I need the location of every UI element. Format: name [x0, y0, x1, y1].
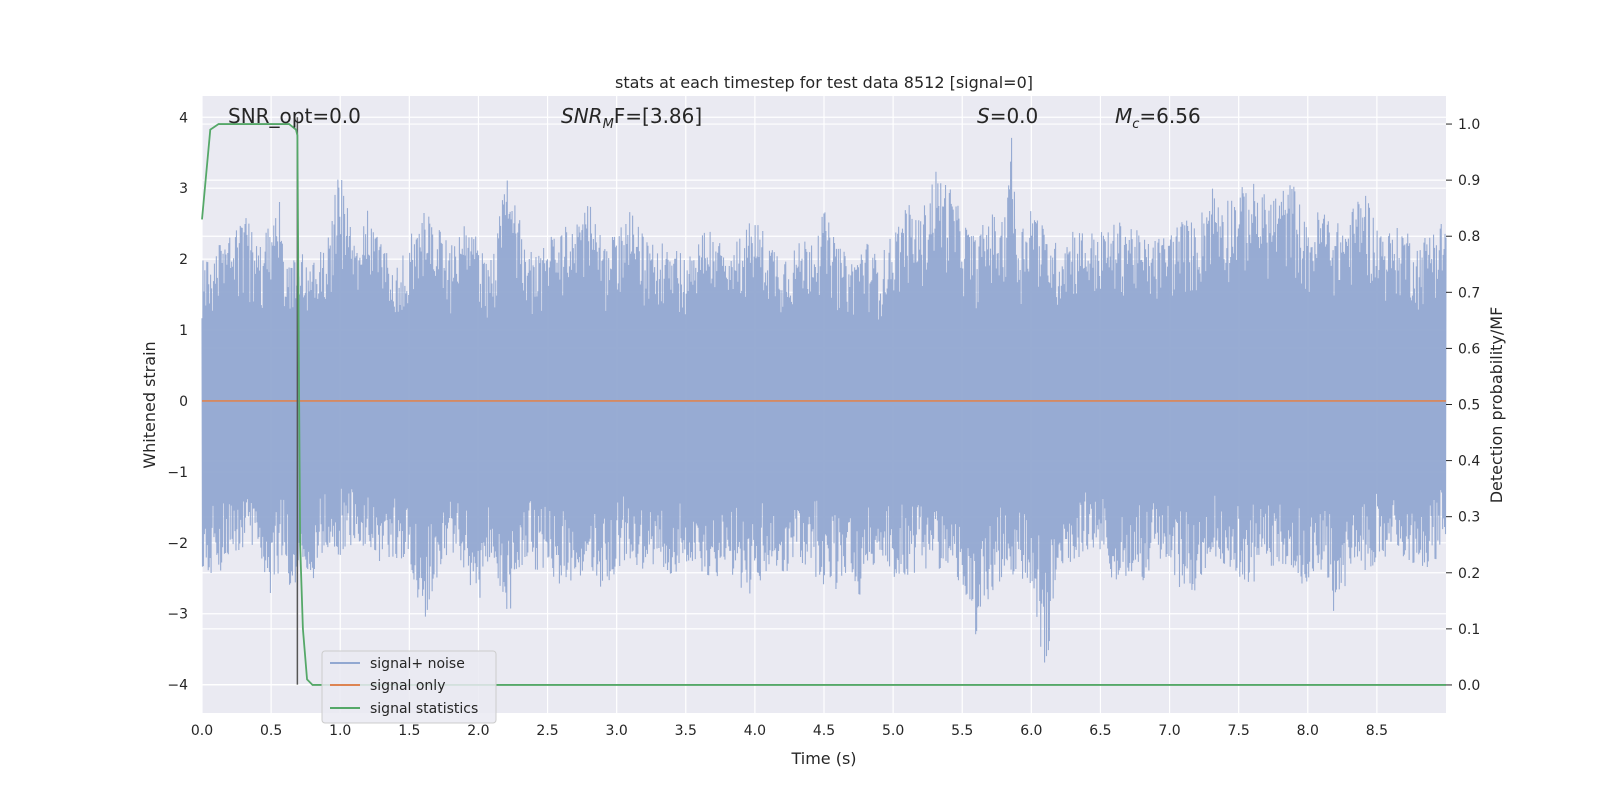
annotation-mc: Mc=6.56: [1115, 104, 1201, 132]
y-tick-label: 0: [179, 394, 188, 410]
annotation-s-rest: =0.0: [990, 104, 1039, 128]
legend: signal+ noise signal only signal statist…: [321, 650, 497, 724]
y-tick-label: −3: [167, 607, 188, 623]
y2-tick-label: 0.0: [1458, 678, 1480, 694]
x-tick-label: 4.5: [813, 723, 835, 739]
x-tick-label: 7.5: [1228, 723, 1250, 739]
y-tick-label: 1: [179, 323, 188, 339]
y2-tick-label: 0.6: [1458, 341, 1480, 357]
x-tick-label: 6.5: [1089, 723, 1111, 739]
x-tick-label: 3.5: [675, 723, 697, 739]
annotation-mc-rest: =6.56: [1139, 104, 1200, 128]
legend-label-signal-noise: signal+ noise: [370, 656, 465, 672]
x-tick-label: 7.0: [1158, 723, 1180, 739]
x-axis-label: Time (s): [790, 749, 856, 768]
x-tick-label: 2.0: [467, 723, 489, 739]
x-tick-label: 1.0: [329, 723, 351, 739]
y-tick-label: −1: [167, 465, 188, 481]
legend-label-signal-statistics: signal statistics: [370, 701, 478, 717]
y2-tick-label: 0.3: [1458, 510, 1480, 526]
y-axis-ticks: −4 −3 −2 −1 0 1 2 3 4: [167, 110, 188, 693]
y2-tick-label: 0.8: [1458, 229, 1480, 245]
signal-statistics-line: [201, 123, 1446, 686]
y-tick-label: −2: [167, 536, 188, 552]
annotation-mc-sub: c: [1132, 117, 1139, 132]
y-tick-label: 4: [179, 110, 188, 126]
y2-tick-label: 0.1: [1458, 622, 1480, 638]
x-tick-label: 5.5: [951, 723, 973, 739]
x-tick-label: 6.0: [1020, 723, 1042, 739]
y2-tick-label: 0.7: [1458, 285, 1480, 301]
y-tick-label: 2: [179, 252, 188, 268]
signal-noise-series: [201, 137, 1447, 663]
x-tick-label: 1.5: [398, 723, 420, 739]
annotation-snr-opt: SNR_opt=0.0: [228, 104, 361, 128]
y2-tick-label: 1.0: [1458, 117, 1480, 133]
annotation-snr-mf-symbol: SNR: [561, 104, 603, 128]
y2-tick-label: 0.4: [1458, 454, 1480, 470]
x-tick-label: 0.0: [191, 723, 213, 739]
legend-label-signal-only: signal only: [370, 678, 445, 694]
y-tick-label: −4: [167, 678, 188, 694]
x-axis-ticks: 0.0 0.5 1.0 1.5 2.0 2.5 3.0 3.5 4.0 4.5 5.0 5.5 6.0 6…: [191, 723, 1388, 739]
annotation-s-symbol: S: [977, 104, 990, 128]
y2-tick-label: 0.5: [1458, 398, 1480, 414]
annotation-snr-mf-rest: F=[3.86]: [614, 104, 702, 128]
signal-noise-line: [201, 137, 1447, 663]
chart-title: stats at each timestep for test data 851…: [615, 73, 1033, 92]
x-tick-label: 4.0: [744, 723, 766, 739]
y-tick-label: 3: [179, 181, 188, 197]
x-tick-label: 5.0: [882, 723, 904, 739]
x-tick-label: 0.5: [260, 723, 282, 739]
y2-axis-ticks: 0.0 0.1 0.2 0.3 0.4 0.5 0.6 0.7 0.8 0.9 1.0: [1446, 117, 1480, 694]
annotation-mc-symbol: M: [1115, 104, 1132, 128]
x-tick-label: 3.0: [606, 723, 628, 739]
y-axis-label: Whitened strain: [140, 341, 159, 468]
signal-statistics-series: [201, 123, 1446, 686]
annotation-snr-mf: SNRMF=[3.86]: [561, 104, 702, 132]
x-tick-label: 2.5: [536, 723, 558, 739]
legend-box: [321, 650, 497, 724]
x-tick-label: 8.0: [1297, 723, 1319, 739]
annotation-s: S=0.0: [977, 104, 1038, 128]
annotation-snr-mf-sub: M: [603, 117, 614, 132]
y2-axis-label: Detection probability/MF: [1487, 307, 1506, 504]
y2-tick-label: 0.9: [1458, 173, 1480, 189]
x-tick-label: 8.5: [1366, 723, 1388, 739]
y2-tick-label: 0.2: [1458, 566, 1480, 582]
